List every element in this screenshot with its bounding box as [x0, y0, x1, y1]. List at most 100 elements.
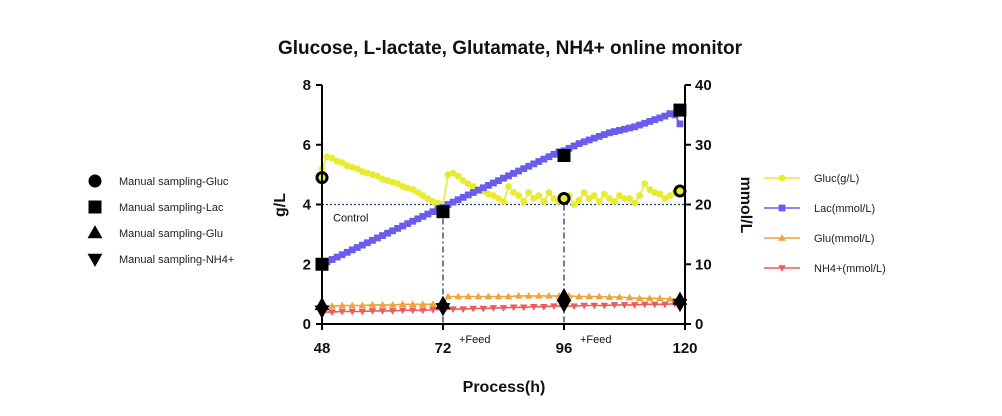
chart-title: Glucose, L-lactate, Glutamate, NH4+ onli…: [278, 38, 743, 59]
series-point-1-41: [525, 162, 533, 170]
series-point-0-27: [454, 172, 462, 180]
series-point-0-54: [590, 192, 598, 199]
legend-left-marker-0: [88, 174, 102, 188]
series-point-1-54: [590, 134, 598, 142]
series-point-1-6: [348, 246, 356, 254]
series-point-0-62: [631, 199, 638, 207]
series-point-0-51: [575, 196, 583, 204]
series-point-2-30: [615, 293, 624, 300]
series-point-1-55: [595, 132, 603, 140]
manual-point-1-2: [557, 149, 571, 163]
axes: 0 2 4 6 8 0 10 20 30 40 48 72 96 120: [303, 77, 712, 357]
series-point-1-46: [550, 150, 558, 158]
series-point-3-22: [540, 303, 548, 311]
series-point-1-49: [565, 144, 573, 152]
series-point-2-13: [444, 292, 452, 300]
series-point-1-18: [409, 217, 417, 225]
series-point-2-28: [595, 292, 604, 300]
series-point-1-50: [570, 142, 578, 150]
series-point-2-10: [419, 300, 427, 308]
series-point-1-63: [636, 121, 644, 129]
series-point-0-18: [409, 186, 417, 193]
series-point-1-2: [328, 256, 336, 263]
series-point-3-20: [519, 304, 528, 312]
legend-left-marker-1: [88, 200, 102, 214]
series-point-1-9: [363, 239, 371, 247]
series-point-3-27: [590, 302, 598, 310]
series-point-2-6: [378, 300, 387, 308]
y-axis-right-title: mmol/L: [737, 177, 754, 234]
series-point-3-25: [570, 303, 578, 310]
series-point-1-14: [389, 227, 396, 235]
series-point-0-43: [535, 192, 543, 199]
series-point-3-21: [530, 303, 538, 311]
series-point-2-19: [504, 292, 513, 300]
series-point-1-31: [474, 186, 482, 194]
legend-online-series: Gluc(g/L) Lac(mmol/L) Glu(mmol/L) NH4+(mmol…: [764, 173, 886, 275]
series-point-0-20: [419, 192, 427, 199]
series-point-2-11: [429, 300, 437, 308]
control-label: Control: [333, 213, 368, 225]
series-point-2-32: [635, 294, 644, 302]
series-point-0-19: [414, 189, 422, 196]
series-point-0-67: [656, 190, 664, 198]
series-point-0-45: [545, 189, 553, 196]
series-point-2-33: [645, 294, 654, 302]
legend-right-marker-0: [778, 174, 786, 182]
series-point-3-5: [368, 308, 377, 315]
manual-point-3-2: [556, 299, 572, 313]
series-point-0-28: [459, 177, 467, 185]
series-point-1-15: [394, 225, 402, 232]
series-point-0-35: [495, 195, 502, 202]
series-point-0-61: [626, 195, 633, 202]
series-point-0-15: [394, 180, 402, 187]
series-point-1-34: [490, 179, 497, 187]
series-point-0-21: [424, 195, 432, 202]
series-point-3-26: [580, 302, 588, 310]
series-point-1-40: [520, 165, 528, 173]
series-point-0-53: [585, 195, 593, 202]
series-point-1-62: [631, 123, 638, 131]
series-point-1-27: [454, 196, 462, 204]
series-point-1-29: [464, 191, 472, 199]
series-point-0-57: [605, 195, 613, 202]
series-point-3-28: [600, 302, 609, 310]
y-right-tick-label-2: 20: [695, 197, 712, 214]
series-point-1-59: [616, 127, 623, 134]
series-point-1-7: [353, 244, 361, 251]
series-point-0-11: [374, 172, 381, 180]
legend-right-marker-2: [778, 234, 786, 241]
y-left-tick-label-3: 6: [303, 137, 311, 154]
series-point-1-45: [545, 153, 553, 161]
series-point-1-28: [459, 193, 467, 201]
series-point-2-15: [464, 292, 472, 300]
series-point-2-7: [388, 300, 397, 308]
series-point-1-64: [641, 119, 649, 127]
series-point-3-34: [661, 301, 669, 309]
series-point-1-58: [611, 128, 618, 136]
series-point-0-46: [550, 195, 558, 202]
y-right-tick-label-0: 0: [695, 316, 703, 333]
series-point-1-66: [651, 116, 659, 124]
legend-left-marker-3: [87, 253, 103, 267]
feed-label-2: +Feed: [580, 334, 612, 346]
series-point-2-22: [535, 292, 543, 299]
series-point-1-69: [666, 110, 674, 118]
series-point-1-26: [449, 198, 457, 206]
series-point-2-1: [328, 302, 336, 309]
series-point-3-16: [479, 305, 488, 313]
series-point-1-11: [374, 234, 381, 242]
series-point-2-34: [656, 294, 664, 302]
series-point-1-13: [384, 229, 391, 237]
series-point-0-52: [580, 189, 588, 196]
series-point-2-20: [514, 292, 523, 299]
series-point-0-58: [611, 198, 618, 205]
series-point-2-4: [358, 301, 367, 309]
series-point-3-3: [348, 308, 356, 316]
series-point-1-33: [484, 181, 492, 189]
series-point-3-13: [449, 306, 457, 313]
series-point-2-35: [666, 294, 674, 302]
series-point-2-8: [398, 300, 407, 308]
series-point-0-34: [490, 192, 497, 199]
series-point-0-40: [520, 198, 528, 205]
